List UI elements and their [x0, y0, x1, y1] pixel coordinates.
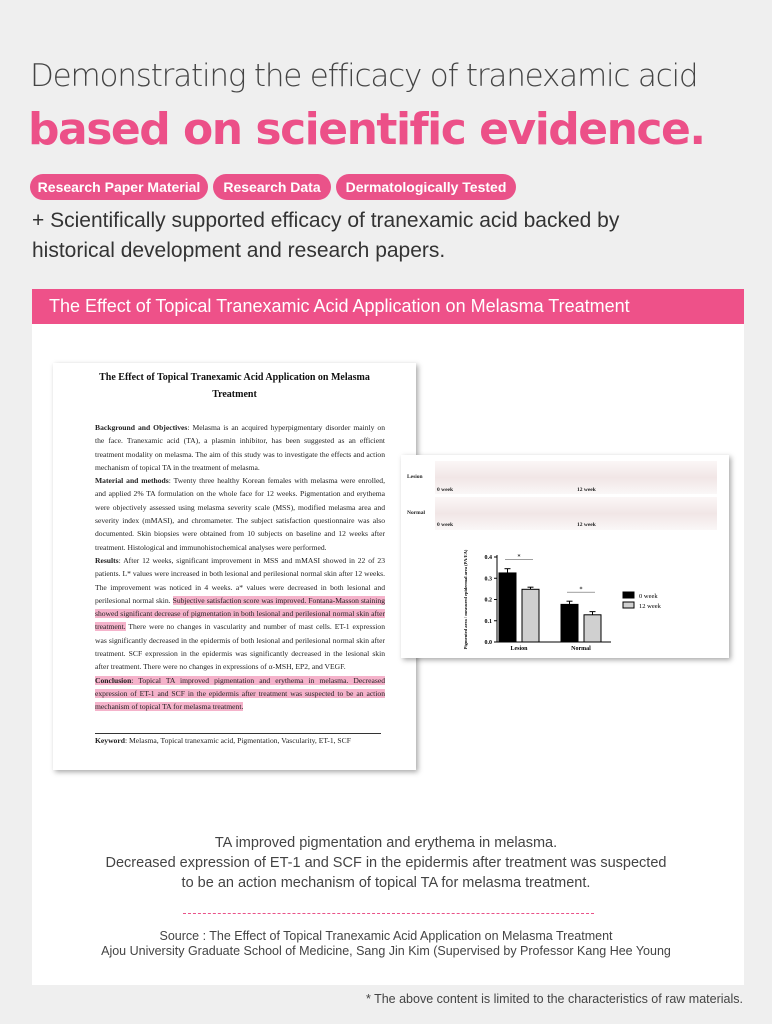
source-line2: Ajou University Graduate School of Medic…	[101, 944, 671, 958]
bar-lesion-1	[521, 588, 540, 643]
histology-image-lesion	[435, 461, 717, 494]
label-methods: Material and methods	[95, 476, 169, 486]
subtitle-line2: historical development and research pape…	[32, 239, 446, 262]
label-background: Background and Objectives	[95, 423, 188, 432]
time-label: 0 week	[437, 522, 454, 528]
summary-line1: TA improved pigmentation and erythema in…	[214, 835, 558, 851]
paper-title-line2: Treatment	[212, 389, 257, 400]
footnote: * The above content is limited to the ch…	[365, 992, 743, 1006]
text-results: : After 12 weeks, significant improvemen…	[95, 555, 385, 605]
bar-normal-0	[560, 603, 579, 643]
keywords: Keyword: Melasma, Topical tranexamic aci…	[95, 733, 381, 745]
time-label: 12 week	[577, 487, 596, 493]
legend-swatch	[622, 601, 635, 609]
time-label: 12 week	[577, 522, 596, 528]
paper-abstract: The Effect of Topical Tranexamic Acid Ap…	[53, 363, 416, 770]
label-conclusion: Conclusion	[95, 675, 132, 685]
time-label: 0 week	[437, 487, 454, 493]
paper-body: Background and Objectives: Melasma is an…	[95, 421, 386, 714]
y-tick-label: 0.1	[485, 619, 493, 625]
source-line1: Source : The Effect of Topical Tranexami…	[159, 929, 613, 943]
text-background: : Melasma is an acquired hyperpigmentary…	[95, 423, 386, 472]
summary-line3: to be an action mechanism of topical TA …	[181, 875, 591, 891]
divider	[183, 913, 594, 914]
label-results: Results	[95, 555, 119, 565]
paper-title-line1: The Effect of Topical Tranexamic Acid Ap…	[99, 372, 370, 383]
x-tick-label: Normal	[571, 646, 591, 652]
panel-title: The Effect of Topical Tranexamic Acid Ap…	[32, 289, 744, 324]
y-tick-label: 0.4	[485, 555, 493, 561]
y-tick-label: 0.2	[485, 598, 493, 604]
y-axis-label: Pigmented area / measured epidermal area…	[463, 549, 468, 649]
bar-chart: 0.0 0.1 0.2 0.3 0.4 Pigmented area / measured…	[463, 549, 662, 652]
bar-normal-1	[583, 614, 602, 643]
label-keyword: Keyword	[95, 736, 125, 745]
legend-swatch	[622, 591, 635, 599]
text-conclusion: : Topical TA improved pigmentation and e…	[95, 675, 385, 712]
histology-image-normal	[435, 497, 717, 530]
y-tick-label: 0.3	[485, 576, 493, 582]
significance-mark: *	[518, 554, 521, 561]
bar-lesion-0	[498, 572, 517, 643]
x-tick-label: Lesion	[510, 646, 528, 652]
text-methods: : Twenty three healthy Korean females wi…	[95, 476, 386, 552]
legend-label: 0 week	[639, 593, 658, 600]
y-tick-label: 0.0	[485, 640, 493, 646]
row-label-normal: Normal	[407, 510, 426, 516]
tag-dermatologically-tested: Dermatologically Tested	[336, 174, 516, 200]
text-results-2: There were no changes in vascularity and…	[95, 622, 385, 672]
tag-research-paper: Research Paper Material	[30, 174, 208, 200]
heading-line2: based on scientific evidence.	[28, 104, 706, 155]
row-label-lesion: Lesion	[407, 474, 423, 480]
tag-research-data: Research Data	[213, 174, 331, 200]
subtitle-line1: + Scientifically supported efficacy of t…	[32, 209, 620, 232]
summary-line2: Decreased expression of ET-1 and SCF in …	[105, 855, 667, 871]
heading-line1: Demonstrating the efficacy of tranexamic…	[30, 58, 699, 94]
significance-mark: *	[580, 586, 583, 593]
legend-label: 12 week	[639, 603, 662, 610]
text-keyword: : Melasma, Topical tranexamic acid, Pigm…	[124, 736, 351, 745]
figure-panel: Lesion Normal 0 week 12 week 0 week 12 w…	[401, 455, 729, 658]
